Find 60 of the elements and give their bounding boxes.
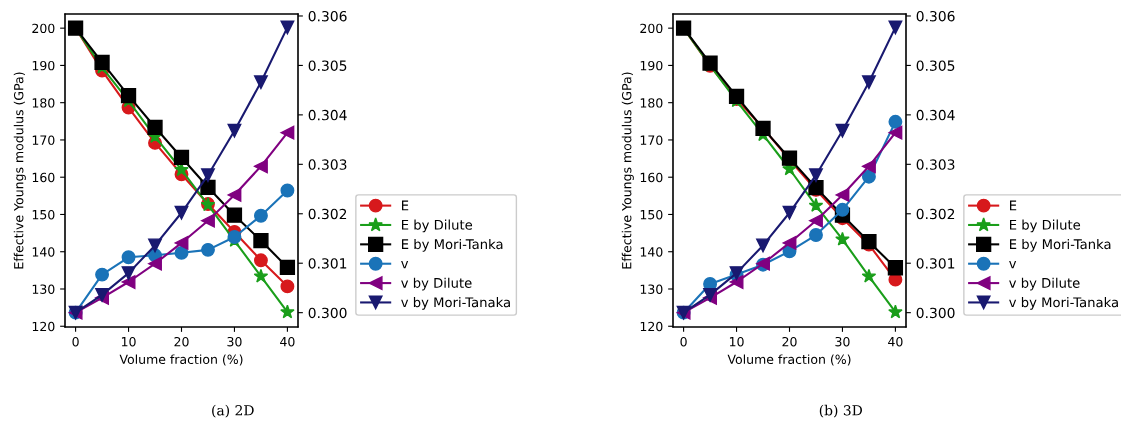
y2-tick-label: 0.306: [308, 10, 347, 22]
y-tick-label: 200: [640, 23, 663, 34]
legend-label: E by Mori-Tanka: [402, 238, 503, 252]
x-tick-label: 40: [888, 336, 903, 347]
y2-tick-label: 0.306: [916, 10, 955, 22]
legend-label: E: [402, 200, 409, 211]
x-tick-label: 0: [72, 336, 79, 347]
y-tick-label: 190: [32, 60, 55, 71]
legend-label: v by Dilute: [401, 277, 472, 291]
y2-tick-label: 0.305: [916, 60, 955, 71]
y2-tick-label: 0.301: [308, 258, 347, 269]
x-tick-label: 0: [680, 336, 687, 347]
y2-tick-label: 0.301: [916, 258, 955, 269]
legend-label: v by Mori-Tanaka: [1009, 297, 1118, 310]
y-tick-label: 120: [640, 321, 663, 332]
y-tick-label: 140: [640, 247, 663, 257]
text: (b) 3D: [819, 404, 863, 418]
y2-tick-label: 0.300: [916, 307, 955, 319]
x-axis-title: Volume fraction (%): [727, 354, 851, 366]
y2-tick-label: 0.302: [308, 208, 347, 220]
y2-tick-label: 0.302: [916, 208, 955, 220]
text: (a) 2D: [212, 404, 254, 418]
y-tick-label: 180: [640, 98, 663, 108]
y2-tick-label: 0.303: [308, 159, 347, 170]
legend-label: E: [1010, 200, 1017, 211]
x-axis-title: Volume fraction (%): [119, 354, 243, 366]
y2-tick-label: 0.300: [308, 307, 347, 319]
y-axis-title: Effective Youngs modulus (GPa): [13, 72, 26, 269]
y2-tick-label: 0.304: [916, 109, 955, 121]
legend-label: E by Dilute: [402, 219, 473, 233]
y-tick-label: 130: [640, 284, 663, 294]
legend-label: v by Mori-Tanaka: [401, 297, 510, 310]
y-tick-label: 180: [32, 98, 55, 108]
y2-tick-label: 0.303: [916, 159, 955, 170]
y-tick-label: 150: [32, 209, 55, 220]
y-tick-label: 190: [640, 60, 663, 71]
y-tick-label: 140: [32, 247, 55, 257]
y2-tick-label: 0.305: [308, 60, 347, 71]
x-tick-label: 30: [835, 336, 850, 347]
y-tick-label: 150: [640, 209, 663, 220]
legend-label: v by Dilute: [1009, 277, 1080, 291]
x-tick-label: 30: [227, 336, 242, 347]
x-tick-label: 10: [729, 336, 744, 347]
y-tick-label: 200: [32, 23, 55, 34]
y-tick-label: 160: [640, 172, 663, 183]
y-tick-label: 160: [32, 172, 55, 183]
y-tick-label: 170: [640, 135, 663, 145]
legend-label: v: [1009, 261, 1017, 269]
x-tick-label: 20: [174, 336, 189, 347]
y2-tick-label: 0.304: [308, 109, 347, 121]
legend-label: E by Mori-Tanka: [1010, 238, 1111, 252]
x-tick-label: 20: [782, 336, 797, 347]
y-tick-label: 120: [32, 321, 55, 332]
x-tick-label: 40: [280, 336, 295, 347]
legend-label: v: [401, 261, 409, 269]
x-tick-label: 10: [121, 336, 136, 347]
y-axis-title: Effective Youngs modulus (GPa): [621, 72, 634, 269]
y-tick-label: 170: [32, 135, 55, 145]
y-tick-label: 130: [32, 284, 55, 294]
legend-label: E by Dilute: [1010, 219, 1081, 233]
